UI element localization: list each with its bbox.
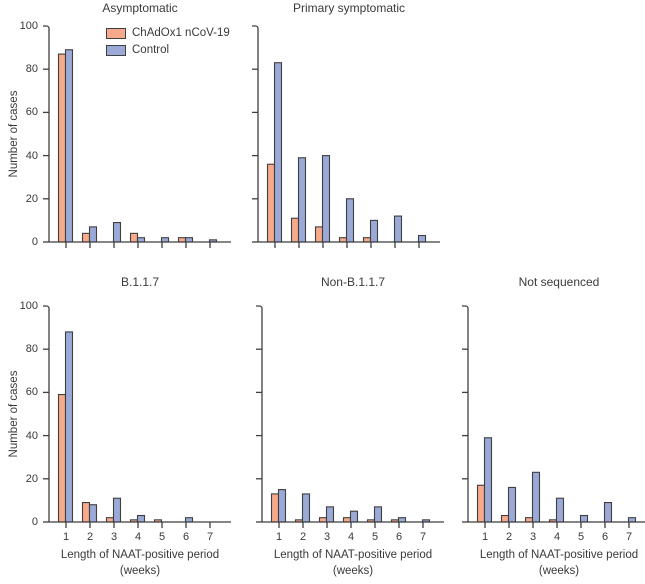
bar-control-week-4: [555, 497, 565, 523]
y-axis-label-bottom-row: Number of cases: [8, 370, 20, 458]
bar-control-week-1: [277, 489, 287, 523]
x-tick-label-week-3: 3: [529, 531, 537, 543]
x-tick-label-week-2: 2: [86, 531, 94, 543]
y-axis: [43, 305, 50, 522]
bar-control-week-5: [373, 506, 383, 523]
bar-control-week-4: [136, 514, 146, 523]
legend-swatch-control-icon: [106, 44, 126, 56]
bar-control-week-3: [325, 506, 335, 523]
y-tick-label-100: 100: [19, 20, 38, 32]
bar-control-week-3: [112, 222, 122, 243]
x-tick-label-week-7: 7: [625, 531, 633, 543]
panel-title-non-b117: Non-B.1.1.7: [320, 275, 386, 289]
x-tick-label-week-1: 1: [275, 531, 283, 543]
bar-control-week-6: [603, 502, 613, 523]
bar-control-week-1: [64, 49, 74, 243]
x-axis-label-non-b117-line1: Length of NAAT-positive period: [273, 549, 433, 561]
y-axis: [462, 305, 469, 522]
x-tick-label-week-3: 3: [110, 531, 118, 543]
y-tick-label-0: 0: [31, 236, 38, 248]
y-axis: [252, 25, 259, 242]
x-tick-label-week-7: 7: [206, 531, 214, 543]
bar-chadox1-week-2: [290, 217, 300, 243]
bar-control-week-1: [483, 437, 493, 523]
x-tick-label-week-7: 7: [419, 531, 427, 543]
legend: ChAdOx1 nCoV-19 Control: [106, 26, 230, 60]
x-tick-label-week-1: 1: [62, 531, 70, 543]
x-tick-label-week-5: 5: [577, 531, 585, 543]
x-axis-label-b117-line2: (weeks): [119, 565, 161, 577]
y-tick-label-40: 40: [25, 149, 38, 162]
x-tick-label-week-4: 4: [553, 531, 561, 543]
panel-title-primary-symptomatic: Primary symptomatic: [292, 1, 405, 15]
x-axis-label-not-sequenced-line1: Length of NAAT-positive period: [479, 549, 639, 561]
bar-control-week-2: [297, 157, 307, 243]
bar-control-week-3: [112, 497, 122, 523]
x-tick-label-week-4: 4: [134, 531, 142, 543]
bar-control-week-1: [273, 62, 283, 243]
legend-label-vaccine: ChAdOx1 nCoV-19: [132, 27, 230, 39]
x-tick-label-week-1: 1: [481, 531, 489, 543]
y-tick-label-80: 80: [25, 63, 38, 76]
bar-control-week-2: [507, 486, 517, 523]
y-tick-label-20: 20: [25, 192, 38, 205]
y-tick-label-0: 0: [31, 516, 38, 528]
x-tick-label-week-5: 5: [371, 531, 379, 543]
bar-control-week-3: [531, 471, 541, 523]
bar-chadox1-week-4: [129, 232, 139, 243]
bar-control-week-2: [88, 504, 98, 523]
bar-chadox1-week-1: [270, 493, 280, 523]
x-tick-label-week-5: 5: [158, 531, 166, 543]
y-axis: [43, 25, 50, 242]
panel-title-not-sequenced: Not sequenced: [518, 275, 600, 289]
x-axis-label-not-sequenced-line2: (weeks): [538, 565, 580, 577]
bar-control-week-2: [301, 493, 311, 523]
bar-control-week-4: [349, 510, 359, 523]
bar-control-week-5: [369, 219, 379, 243]
y-tick-label-100: 100: [19, 300, 38, 312]
legend-item-control: Control: [106, 43, 230, 57]
panel-title-asymptomatic: Asymptomatic: [102, 1, 178, 15]
x-axis-label-non-b117-line2: (weeks): [332, 565, 374, 577]
y-tick-label-60: 60: [25, 386, 38, 399]
x-tick-label-week-6: 6: [395, 531, 403, 543]
bar-control-week-7: [417, 234, 427, 243]
legend-swatch-vaccine-icon: [106, 27, 126, 39]
bar-chadox1-week-1: [57, 394, 67, 523]
panel-title-b117: B.1.1.7: [120, 275, 160, 289]
legend-label-control: Control: [132, 44, 170, 56]
bar-control-week-3: [321, 155, 331, 243]
y-tick-label-40: 40: [25, 429, 38, 442]
bar-chadox1-week-2: [81, 232, 91, 243]
bar-chadox1-week-2: [81, 502, 91, 523]
bar-control-week-1: [64, 331, 74, 523]
bar-control-week-5: [579, 514, 589, 523]
bar-chadox1-week-1: [476, 484, 486, 523]
x-tick-label-week-2: 2: [505, 531, 513, 543]
bar-control-week-2: [88, 226, 98, 243]
x-tick-label-week-6: 6: [601, 531, 609, 543]
y-axis: [256, 305, 263, 522]
x-tick-label-week-4: 4: [347, 531, 355, 543]
y-axis-label-top-row: Number of cases: [8, 90, 20, 178]
y-tick-label-20: 20: [25, 472, 38, 485]
x-tick-label-week-6: 6: [182, 531, 190, 543]
x-tick-label-week-2: 2: [299, 531, 307, 543]
legend-item-vaccine: ChAdOx1 nCoV-19: [106, 26, 230, 40]
bar-chadox1-week-2: [500, 514, 510, 523]
x-axis-label-b117-line1: Length of NAAT-positive period: [60, 549, 220, 561]
bar-chadox1-week-1: [266, 163, 276, 243]
y-tick-label-80: 80: [25, 343, 38, 356]
bar-chadox1-week-3: [314, 226, 324, 243]
bar-chadox1-week-1: [57, 53, 67, 243]
y-tick-label-60: 60: [25, 106, 38, 119]
x-tick-label-week-3: 3: [323, 531, 331, 543]
bar-control-week-4: [345, 198, 355, 243]
bar-control-week-6: [393, 215, 403, 243]
